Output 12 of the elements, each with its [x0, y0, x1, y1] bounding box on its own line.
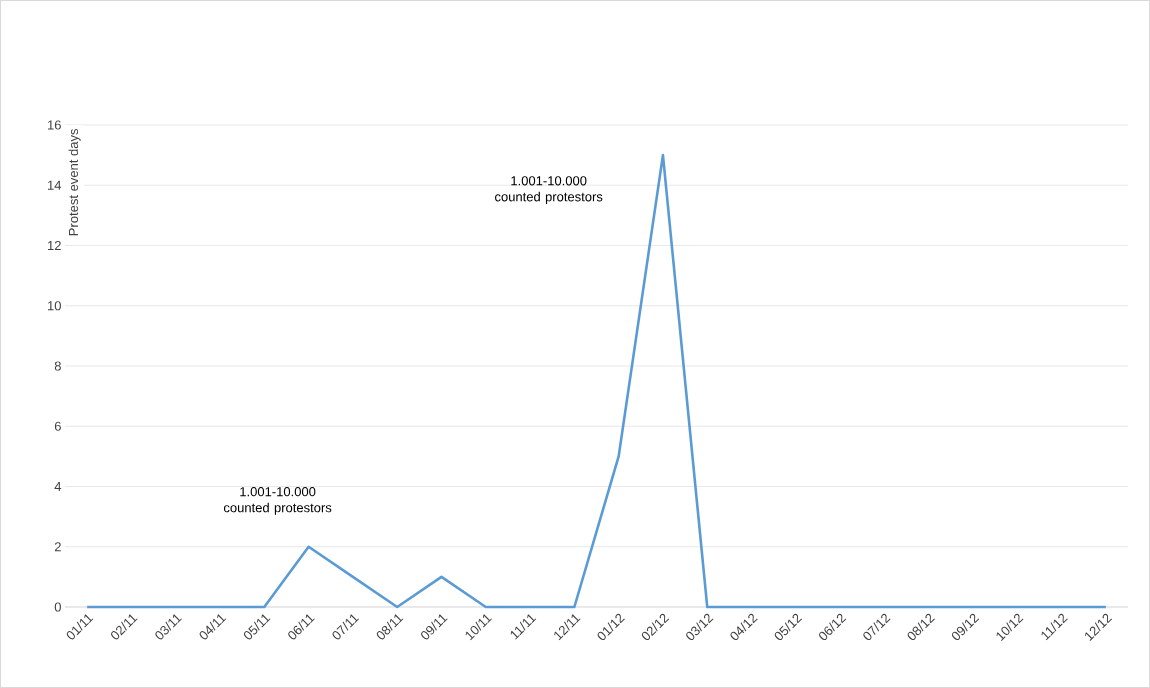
y-tick-label: 12 [48, 240, 61, 251]
y-tick-label: 16 [48, 120, 61, 130]
y-tick-label: 6 [54, 421, 61, 431]
y-tick-label: 8 [54, 361, 61, 371]
y-tick-label: 14 [48, 180, 62, 190]
y-tick-label: 4 [54, 482, 62, 491]
y-tick-label: 2 [54, 542, 61, 552]
y-tick-label: 0 [54, 602, 61, 612]
annotation: 1.001-10.000 counted protestors [223, 487, 332, 515]
y-tick-label: 10 [48, 301, 61, 311]
annotation: 1.001-10.000 counted protestors [495, 176, 603, 204]
y-axis-title: Protest event days [68, 129, 81, 236]
